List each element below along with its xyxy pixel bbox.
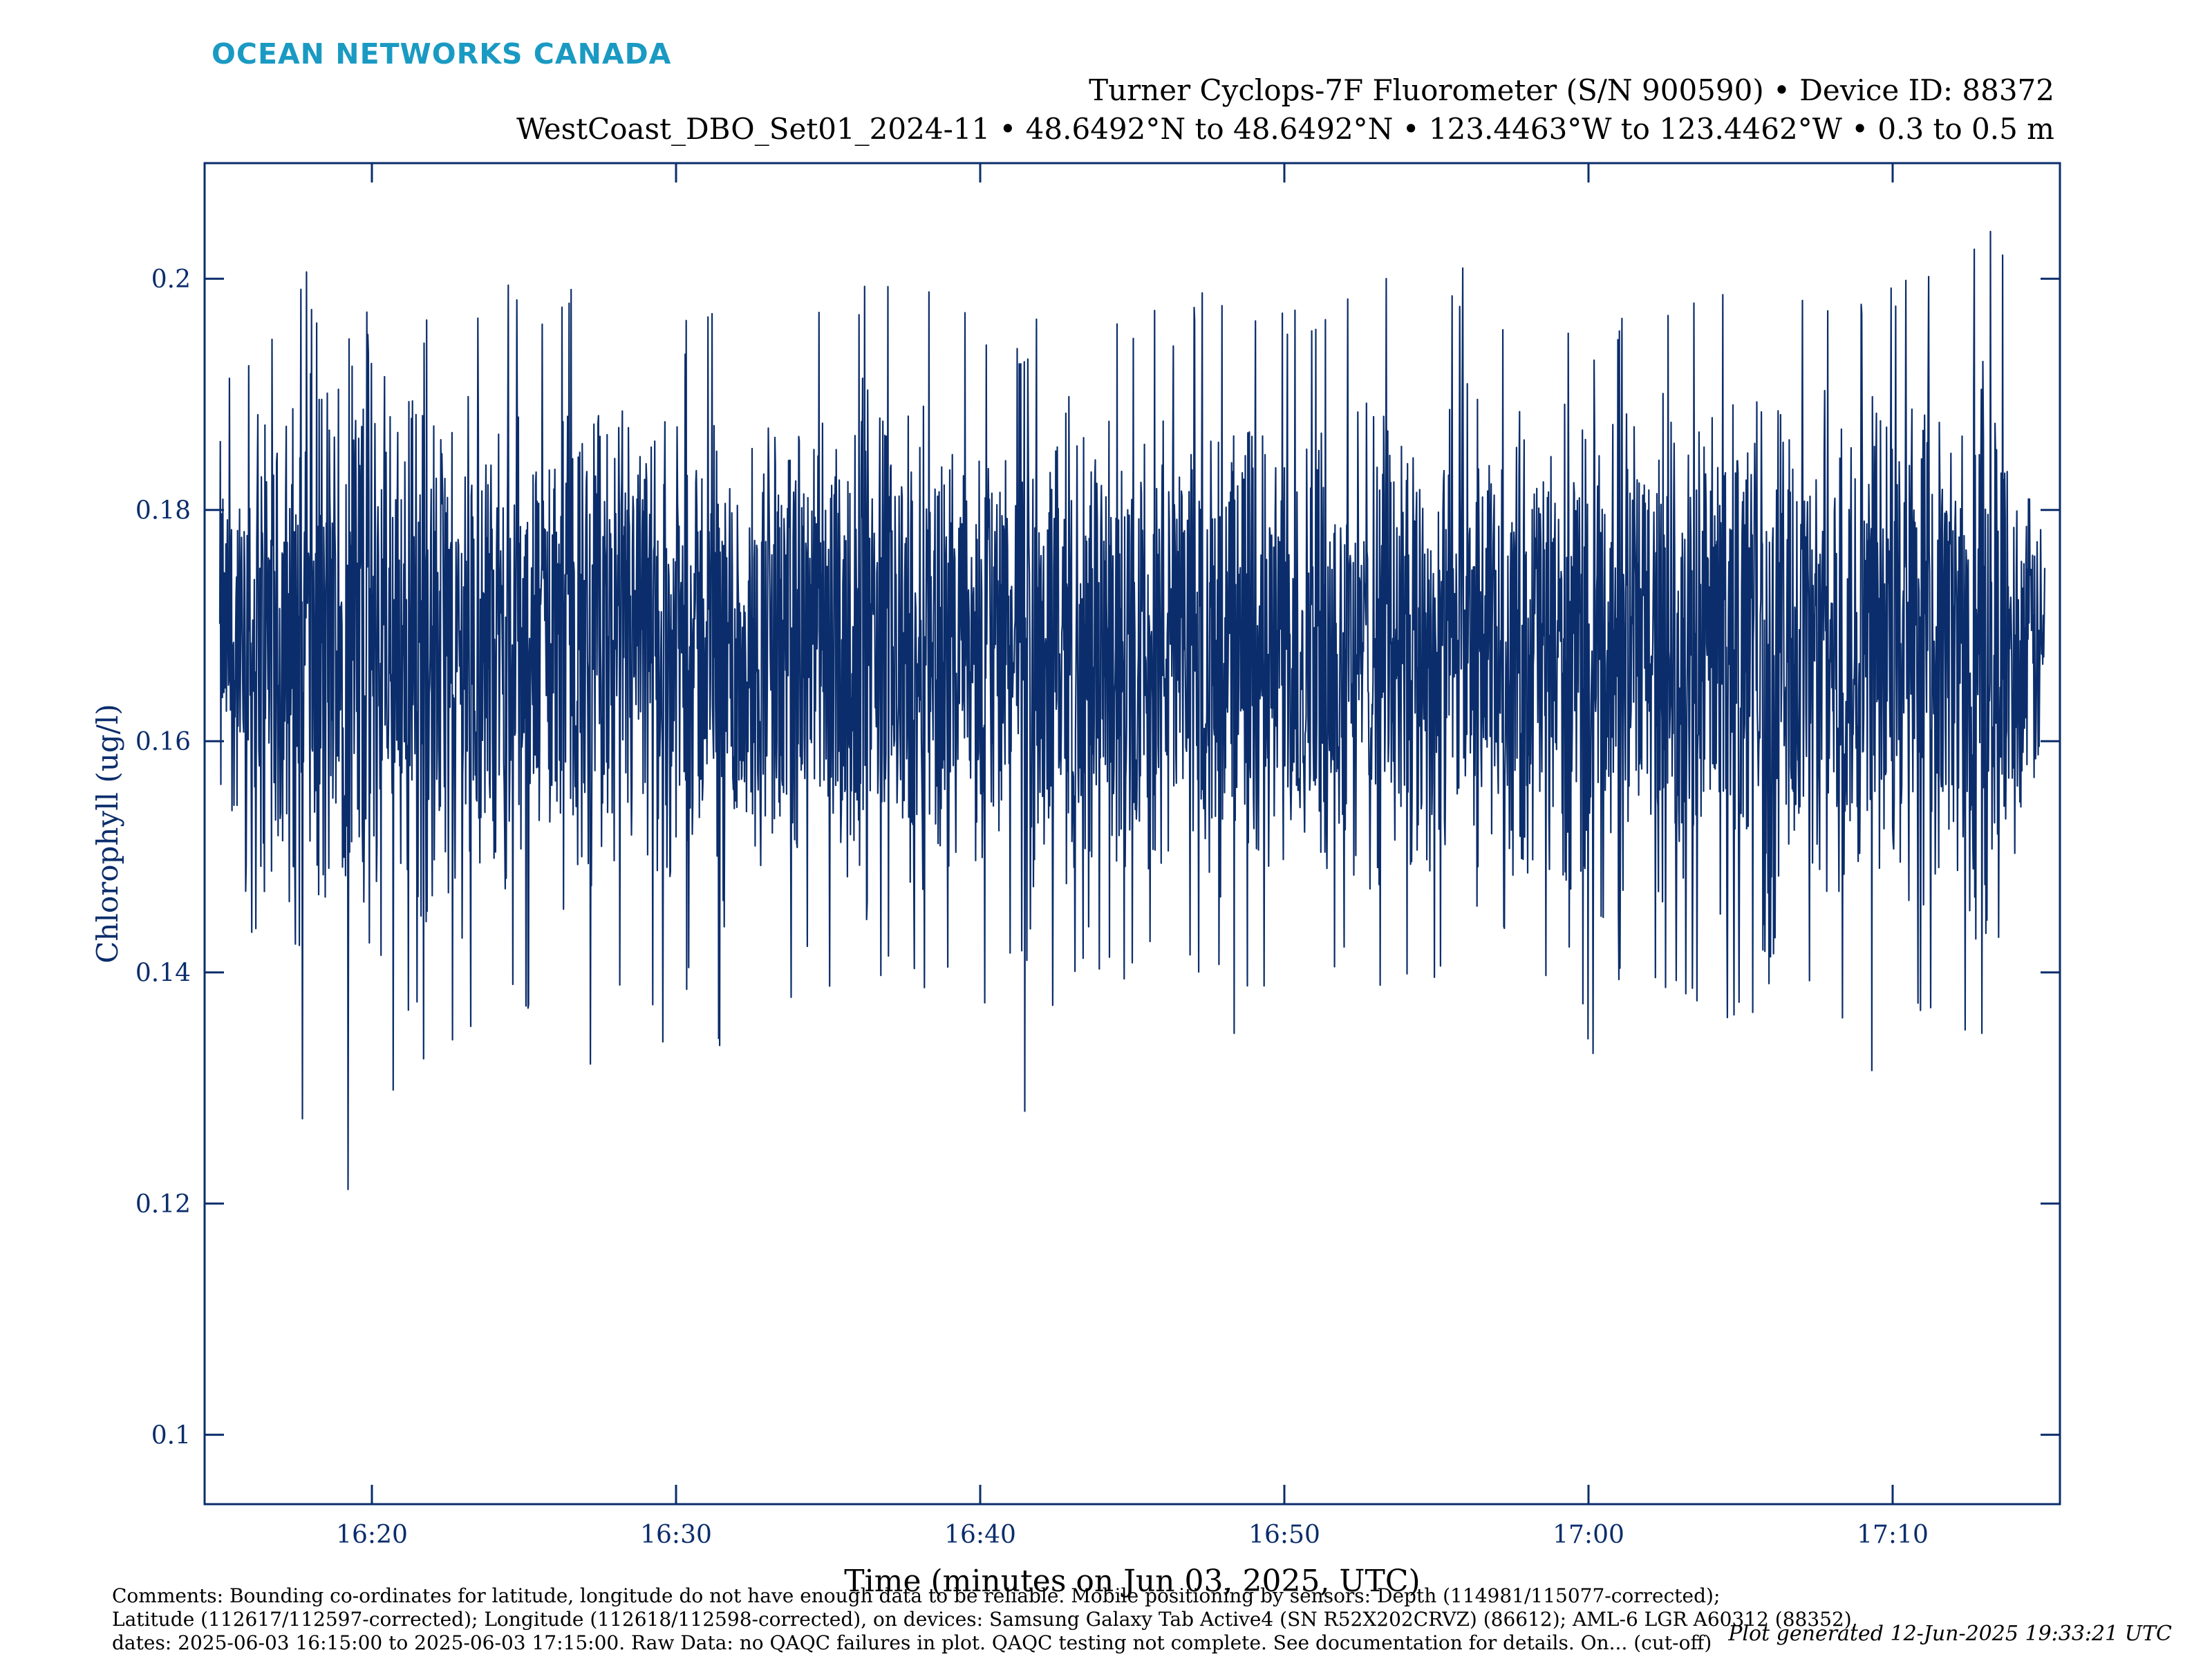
x-tick-label: 16:50 [1248,1521,1320,1549]
y-tick-label: 0.1 [151,1422,191,1450]
y-tick-label: 0.16 [135,728,191,756]
y-tick-label: 0.14 [135,959,191,988]
comments-line: Comments: Bounding co-ordinates for lati… [112,1584,1721,1607]
x-tick-label: 17:10 [1857,1521,1929,1549]
x-tick-label: 16:40 [944,1521,1016,1549]
comments-line: Latitude (112617/112597-corrected); Long… [112,1608,1858,1631]
y-tick-label: 0.2 [151,265,191,294]
plot-frame [203,162,2061,1506]
comments-block: Comments: Bounding co-ordinates for lati… [112,1584,1882,1655]
y-tick-label: 0.18 [135,497,191,525]
y-tick-label: 0.12 [135,1190,191,1219]
x-tick-label: 17:00 [1553,1521,1624,1549]
x-tick-label: 16:20 [336,1521,408,1549]
x-axis-label: Time (minutes on Jun 03, 2025, UTC) [844,1564,1420,1599]
plot-generated-timestamp: Plot generated 12-Jun-2025 19:33:21 UTC [1728,1622,2172,1646]
chlorophyll-series-line [218,230,2046,1190]
chart-title: Turner Cyclops-7F Fluorometer (S/N 90059… [1089,73,2054,107]
x-tick-label: 16:30 [640,1521,712,1549]
comments-line: dates: 2025-06-03 16:15:00 to 2025-06-03… [112,1631,1712,1654]
brand-logo-text: OCEAN NETWORKS CANADA [212,37,672,71]
chart-subtitle: WestCoast_DBO_Set01_2024-11 • 48.6492°N … [516,112,2054,146]
y-axis-label: Chlorophyll (ug/l) [91,704,124,963]
